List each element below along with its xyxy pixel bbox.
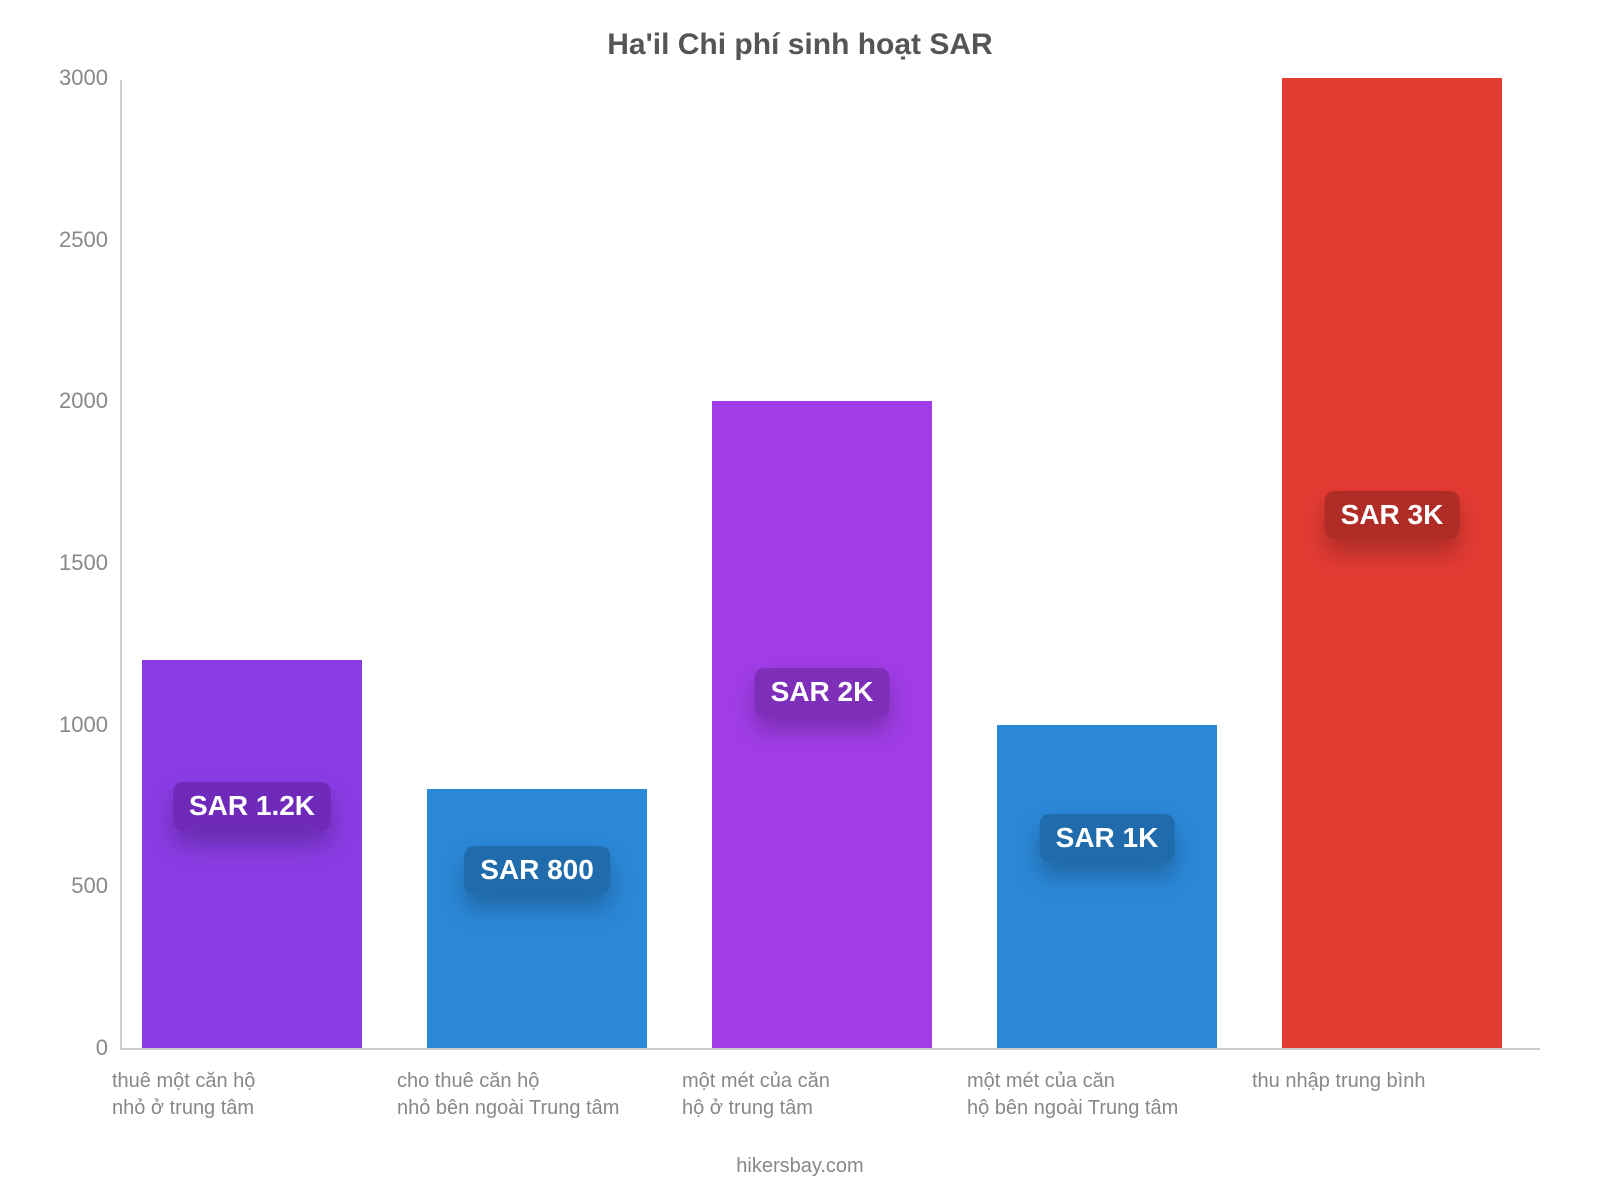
plot-area: 050010001500200025003000SAR 1.2Kthuê một… [120,80,1540,1050]
x-category-label: một mét của cănhộ bên ngoài Trung tâm [967,1048,1252,1122]
y-tick-label: 2000 [59,388,122,414]
attribution-text: hikersbay.com [0,1155,1600,1178]
bar: SAR 3K [1282,78,1502,1048]
value-badge: SAR 3K [1325,491,1460,539]
x-category-label: thu nhập trung bình [1252,1048,1537,1095]
cost-of-living-bar-chart: Ha'il Chi phí sinh hoạt SAR 050010001500… [0,0,1600,1200]
chart-title: Ha'il Chi phí sinh hoạt SAR [0,28,1600,62]
value-badge: SAR 2K [755,668,890,716]
x-category-label: thuê một căn hộnhỏ ở trung tâm [112,1048,397,1122]
value-badge: SAR 800 [464,846,610,894]
bar: SAR 800 [427,789,647,1048]
value-badge: SAR 1.2K [173,782,331,830]
y-tick-label: 1500 [59,550,122,576]
bar: SAR 1K [997,725,1217,1048]
y-tick-label: 3000 [59,65,122,91]
bar: SAR 2K [712,401,932,1048]
x-category-label: cho thuê căn hộnhỏ bên ngoài Trung tâm [397,1048,682,1122]
y-tick-label: 1000 [59,712,122,738]
value-badge: SAR 1K [1040,814,1175,862]
x-category-label: một mét của cănhộ ở trung tâm [682,1048,967,1122]
y-tick-label: 500 [71,873,122,899]
bar: SAR 1.2K [142,660,362,1048]
y-tick-label: 2500 [59,227,122,253]
